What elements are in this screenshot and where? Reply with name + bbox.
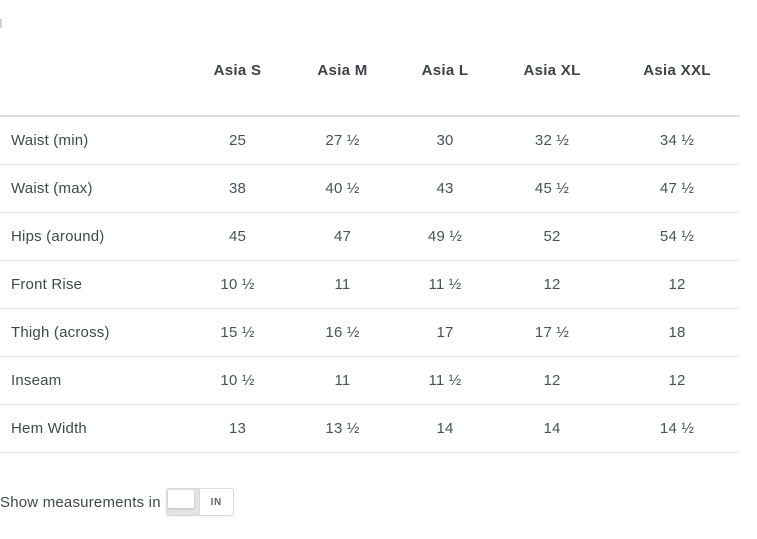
measurement-value: 11 [285, 260, 400, 309]
measurement-value: 47 [285, 212, 400, 261]
measurement-value: 43 [400, 164, 490, 213]
measurement-value: 40 ½ [285, 164, 400, 213]
table-row: Inseam 10 ½ 11 11 ½ 12 12 [0, 356, 740, 405]
row-label: Hips (around) [0, 212, 190, 261]
unit-toggle[interactable]: IN [165, 488, 234, 516]
measurement-value: 52 [490, 212, 614, 261]
column-header: Asia L [421, 62, 469, 79]
measurement-value: 32 ½ [490, 115, 614, 165]
unit-toggle-knob[interactable] [167, 490, 194, 508]
corner-cell [0, 62, 190, 116]
measurement-value: 10 ½ [190, 356, 285, 405]
measurement-value: 17 ½ [490, 308, 614, 357]
table-row: Waist (min) 25 27 ½ 30 32 ½ 34 ½ [0, 115, 740, 165]
unit-switcher: Show measurements in IN [0, 488, 234, 516]
column-header: Asia M [317, 62, 368, 79]
header-row: Asia S Asia M Asia L Asia XL Asia XXL [0, 62, 740, 116]
measurement-value: 30 [400, 115, 490, 165]
unit-option-in[interactable]: IN [199, 489, 233, 515]
table-body: Waist (min) 25 27 ½ 30 32 ½ 34 ½ Waist (max) 38… [0, 115, 740, 453]
measurement-value: 27 ½ [285, 115, 400, 165]
measurement-value: 38 [190, 164, 285, 213]
unit-toggle-track[interactable] [166, 489, 200, 515]
measurement-value: 17 [400, 308, 490, 357]
row-label: Hem Width [0, 404, 190, 453]
measurement-value: 45 [190, 212, 285, 261]
measurement-value: 11 ½ [400, 356, 490, 405]
row-label: Waist (min) [0, 115, 190, 165]
measurement-value: 34 ½ [614, 115, 740, 165]
unit-switcher-label: Show measurements in [0, 493, 161, 511]
measurement-value: 15 ½ [190, 308, 285, 357]
measurement-value: 16 ½ [285, 308, 400, 357]
measurement-value: 13 [190, 404, 285, 453]
measurement-value: 25 [190, 115, 285, 165]
table-row: Hem Width 13 13 ½ 14 14 14 ½ [0, 404, 740, 453]
row-label: Inseam [0, 356, 190, 405]
column-header: Asia XL [523, 62, 581, 79]
table-row: Thigh (across) 15 ½ 16 ½ 17 17 ½ 18 [0, 308, 740, 357]
table-row: Front Rise 10 ½ 11 11 ½ 12 12 [0, 260, 740, 309]
measurement-value: 14 [400, 404, 490, 453]
measurement-value: 11 ½ [400, 260, 490, 309]
table-row: Waist (max) 38 40 ½ 43 45 ½ 47 ½ [0, 164, 740, 213]
measurement-value: 10 ½ [190, 260, 285, 309]
row-label: Front Rise [0, 260, 190, 309]
row-label: Thigh (across) [0, 308, 190, 357]
measurement-value: 14 ½ [614, 404, 740, 453]
measurement-value: 13 ½ [285, 404, 400, 453]
measurement-value: 18 [614, 308, 740, 357]
measurement-value: 54 ½ [614, 212, 740, 261]
measurement-value: 47 ½ [614, 164, 740, 213]
measurement-value: 14 [490, 404, 614, 453]
measurement-value: 12 [490, 260, 614, 309]
column-header: Asia XXL [643, 62, 711, 79]
measurement-value: 12 [490, 356, 614, 405]
measurement-value: 49 ½ [400, 212, 490, 261]
measurement-value: 11 [285, 356, 400, 405]
column-header: Asia S [213, 62, 262, 79]
clipped-text-fragment [0, 19, 2, 28]
table-row: Hips (around) 45 47 49 ½ 52 54 ½ [0, 212, 740, 261]
measurement-value: 12 [614, 260, 740, 309]
measurement-value: 45 ½ [490, 164, 614, 213]
measurement-value: 12 [614, 356, 740, 405]
row-label: Waist (max) [0, 164, 190, 213]
size-chart-table: Asia S Asia M Asia L Asia XL Asia XXL Waist … [0, 62, 740, 453]
